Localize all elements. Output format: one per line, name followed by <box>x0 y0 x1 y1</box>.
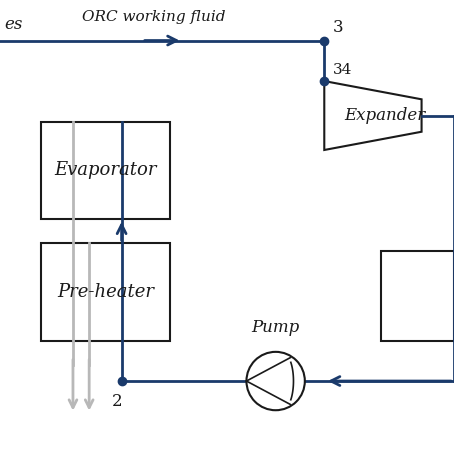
Text: Expander: Expander <box>345 107 426 124</box>
Text: Pump: Pump <box>252 319 300 336</box>
Circle shape <box>247 352 305 410</box>
Bar <box>381 252 454 340</box>
Polygon shape <box>324 81 422 150</box>
Text: 3: 3 <box>332 20 343 36</box>
Text: Evaporator: Evaporator <box>54 161 157 179</box>
Bar <box>40 243 170 340</box>
Text: 34: 34 <box>332 63 352 77</box>
Text: 2: 2 <box>112 393 123 410</box>
Bar <box>40 122 170 219</box>
Text: Pre-heater: Pre-heater <box>57 283 154 301</box>
Text: ORC working fluid: ORC working fluid <box>82 10 226 25</box>
Text: es: es <box>4 16 22 33</box>
